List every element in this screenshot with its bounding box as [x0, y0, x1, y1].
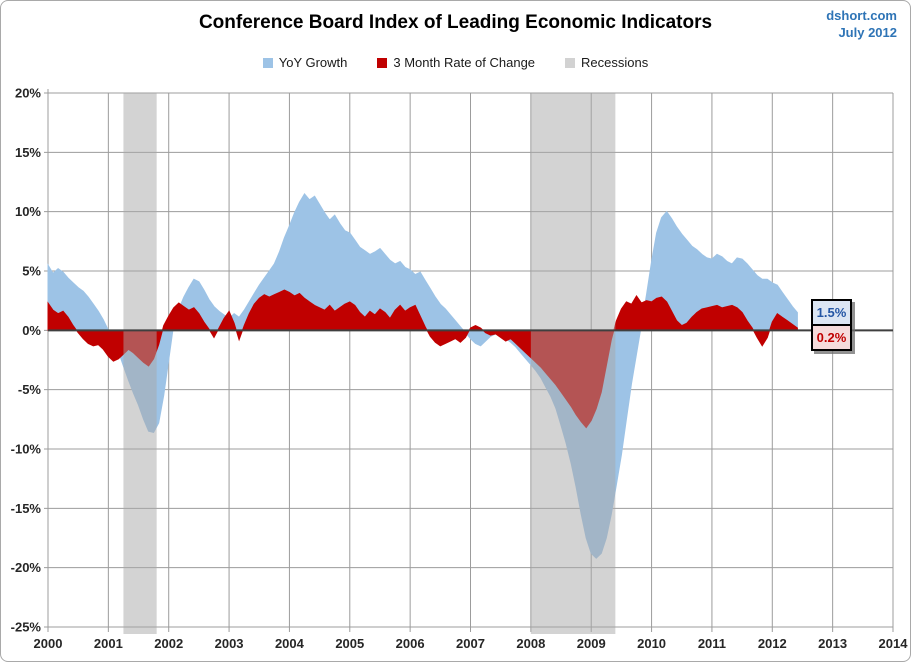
- legend-item-yoy-growth: YoY Growth: [262, 55, 348, 70]
- three-month-roc-area: [47, 289, 798, 429]
- x-tick-label: 2013: [818, 636, 847, 651]
- x-tick-label: 2012: [758, 636, 787, 651]
- chart-legend: YoY Growth 3 Month Rate of Change Recess…: [1, 55, 910, 70]
- x-tick-label: 2003: [215, 636, 244, 651]
- recession-band: [530, 93, 616, 634]
- x-tick-label: 2010: [637, 636, 666, 651]
- x-tick-label: 2006: [396, 636, 425, 651]
- x-tick-label: 2011: [698, 636, 726, 651]
- x-tick-label: 2001: [94, 636, 123, 651]
- legend-label-3-month-roc: 3 Month Rate of Change: [393, 55, 536, 70]
- latest-value-callouts: 1.5% 0.2%: [811, 299, 852, 351]
- legend-item-recessions: Recessions: [565, 55, 648, 70]
- chart-title: Conference Board Index of Leading Econom…: [198, 12, 713, 33]
- yoy-latest-value-badge: 1.5%: [813, 301, 850, 326]
- y-tick-label: 10%: [15, 204, 41, 219]
- recessions-swatch-icon: [565, 57, 576, 68]
- source-date: July 2012: [838, 24, 897, 40]
- y-tick-label: 15%: [15, 145, 41, 160]
- x-tick-label: 2014: [879, 636, 909, 651]
- x-tick-label: 2004: [275, 636, 305, 651]
- legend-label-recessions: Recessions: [581, 55, 649, 70]
- y-tick-label: 0%: [22, 323, 41, 338]
- recession-bands: [123, 93, 616, 634]
- legend-item-3-month-roc: 3 Month Rate of Change: [377, 55, 535, 70]
- legend-label-yoy-growth: YoY Growth: [278, 55, 348, 70]
- y-tick-label: -5%: [18, 382, 42, 397]
- roc-latest-value-badge: 0.2%: [813, 326, 850, 349]
- yoy-growth-area: [47, 193, 798, 559]
- y-tick-label: -15%: [11, 501, 42, 516]
- y-tick-label: -20%: [11, 560, 42, 575]
- yoy-growth-swatch-icon: [262, 57, 273, 68]
- source-attribution: dshort.com July 2012: [826, 8, 897, 42]
- y-tick-label: -25%: [11, 620, 42, 635]
- source-site: dshort.com: [826, 8, 897, 23]
- x-tick-label: 2007: [456, 636, 485, 651]
- x-tick-label: 2009: [577, 636, 606, 651]
- gridlines: [44, 89, 894, 632]
- y-tick-label: -10%: [11, 442, 42, 457]
- axis-tick-labels: 20% 15% 10% 5% 0% -5% -10% -15% -20% -25%2000 2001…: [11, 86, 909, 652]
- three-month-roc-swatch-icon: [377, 57, 388, 68]
- y-tick-label: 5%: [22, 264, 41, 279]
- y-tick-label: 20%: [15, 86, 41, 101]
- x-tick-label: 2008: [516, 636, 545, 651]
- x-tick-label: 2002: [154, 636, 183, 651]
- recession-band: [123, 93, 157, 634]
- x-tick-label: 2000: [34, 636, 63, 651]
- x-tick-label: 2005: [335, 636, 364, 651]
- data-areas: [47, 193, 798, 559]
